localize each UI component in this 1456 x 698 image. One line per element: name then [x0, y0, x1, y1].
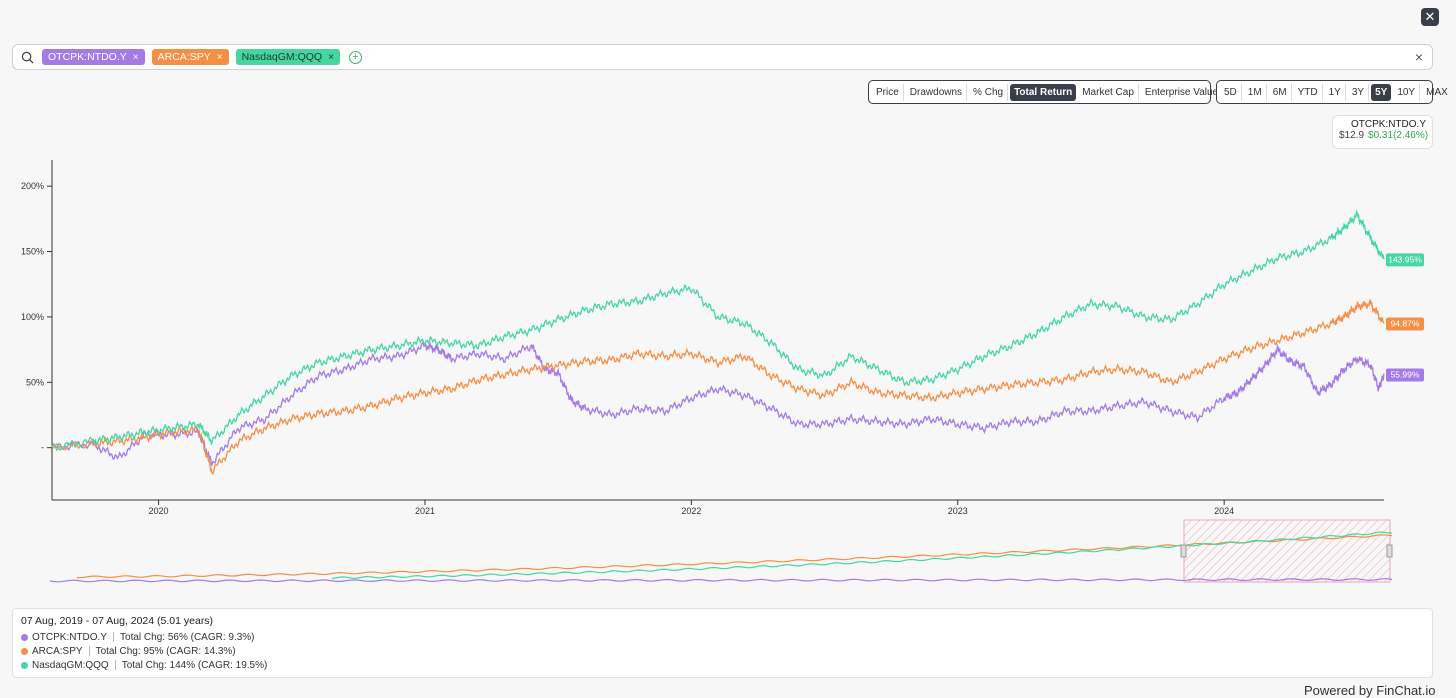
metric-option[interactable]: Total Return: [1010, 83, 1077, 101]
quote-symbol: OTCPK:NTDO.Y: [1350, 119, 1426, 130]
navigator-line-1: [76, 534, 1393, 579]
metric-option[interactable]: Drawdowns: [906, 83, 968, 101]
add-ticker-icon[interactable]: +: [348, 50, 362, 64]
y-tick-label: 50%: [26, 377, 44, 387]
range-option[interactable]: 5D: [1220, 83, 1242, 101]
range-option[interactable]: YTD: [1294, 83, 1323, 101]
navigator-line-2: [331, 531, 1393, 580]
legend-dot-icon: [21, 661, 28, 669]
navigator-handle-left[interactable]: [1180, 544, 1187, 558]
navigator-line-0: [49, 578, 1393, 583]
x-tick-label: 2023: [948, 506, 968, 516]
close-button[interactable]: ✕: [1421, 8, 1439, 26]
y-tick-label: 100%: [21, 312, 44, 322]
quote-box: OTCPK:NTDO.Y $12.9 $0.31(2.46%): [1332, 115, 1433, 149]
series-line-0: [51, 340, 1385, 467]
end-value-label: 143.95%: [1388, 254, 1422, 264]
range-option[interactable]: 10Y: [1393, 83, 1421, 101]
y-tick-label: 200%: [21, 181, 44, 191]
legend-stat: Total Chg: 144% (CAGR: 19.5%): [121, 659, 268, 671]
close-icon: ✕: [1424, 9, 1436, 24]
metric-option[interactable]: Market Cap: [1078, 83, 1139, 101]
series-line-1: [51, 298, 1385, 476]
legend-dot-icon: [21, 633, 28, 641]
legend-stat: Total Chg: 95% (CAGR: 14.3%): [95, 645, 236, 657]
remove-chip-icon[interactable]: ×: [216, 51, 223, 63]
metric-option[interactable]: Enterprise Value: [1144, 86, 1219, 98]
metric-selector: Price Drawdowns% Chg Total Return Market Ca…: [868, 80, 1218, 104]
range-option[interactable]: 1Y: [1325, 83, 1346, 101]
navigator-selection: [1183, 519, 1391, 583]
end-value-label: 94.87%: [1391, 318, 1420, 328]
range-selector: 5D 1M 6M YTD 1Y 3Y 5Y 10Y MAX: [1216, 80, 1448, 104]
range-option[interactable]: 5Y: [1371, 83, 1392, 101]
quote-price: $12.9: [1339, 130, 1365, 141]
ticker-chip-ntdo[interactable]: OTCPK:NTDO.Y ×: [42, 49, 145, 65]
legend-divider: [114, 660, 116, 670]
range-option[interactable]: 1M: [1244, 83, 1267, 101]
end-value-badge: [1386, 317, 1424, 331]
chip-label: NasdaqGM:QQQ: [241, 51, 323, 63]
x-tick-label: 2024: [1214, 506, 1234, 516]
end-value-label: 55.99%: [1391, 369, 1420, 379]
legend-name: NasdaqGM:QQQ: [32, 659, 109, 671]
end-value-badge: [1386, 253, 1424, 267]
legend-name: ARCA:SPY: [32, 645, 83, 657]
ticker-chip-qqq[interactable]: NasdaqGM:QQQ ×: [235, 49, 340, 65]
metric-option[interactable]: Price: [872, 83, 904, 101]
legend-row: ARCA:SPY Total Chg: 95% (CAGR: 14.3%): [21, 644, 1424, 658]
total-return-chart[interactable]: - 50% 100% 150% 200% 2020 2021 2022 2023 2024 55.9…: [0, 150, 1456, 590]
ticker-search-bar[interactable]: OTCPK:NTDO.Y × ARCA:SPY × NasdaqGM:QQQ × + …: [12, 44, 1433, 70]
quote-change: $0.31(2.46%): [1368, 130, 1429, 141]
ticker-chip-spy[interactable]: ARCA:SPY ×: [151, 49, 229, 65]
y-tick-label: -: [41, 443, 44, 453]
legend-dot-icon: [21, 647, 28, 655]
x-tick-label: 2021: [415, 506, 435, 516]
navigator-handle-right[interactable]: [1386, 544, 1393, 558]
legend-divider: [113, 632, 115, 642]
x-tick-label: 2020: [149, 506, 169, 516]
remove-chip-icon[interactable]: ×: [132, 51, 139, 63]
end-value-badge: [1386, 368, 1424, 382]
series-line-2: [51, 209, 1385, 452]
legend-panel: 07 Aug, 2019 - 07 Aug, 2024 (5.01 years)…: [12, 608, 1433, 678]
range-option[interactable]: 3Y: [1348, 83, 1370, 101]
chip-label: OTCPK:NTDO.Y: [48, 51, 127, 63]
legend-stat: Total Chg: 56% (CAGR: 9.3%): [120, 631, 255, 643]
legend-name: OTCPK:NTDO.Y: [32, 631, 108, 643]
remove-chip-icon[interactable]: ×: [328, 51, 334, 63]
clear-search-icon[interactable]: ×: [1414, 49, 1423, 65]
range-option[interactable]: MAX: [1426, 86, 1448, 98]
legend-row: OTCPK:NTDO.Y Total Chg: 56% (CAGR: 9.3%): [21, 630, 1424, 644]
chip-label: ARCA:SPY: [157, 51, 211, 63]
legend-divider: [88, 646, 90, 656]
x-tick-label: 2022: [681, 506, 701, 516]
metric-option[interactable]: % Chg: [969, 83, 1009, 101]
search-icon: [21, 51, 34, 64]
powered-by: Powered by FinChat.io: [1304, 683, 1436, 698]
range-option[interactable]: 6M: [1269, 83, 1292, 101]
legend-row: NasdaqGM:QQQ Total Chg: 144% (CAGR: 19.5%…: [21, 658, 1424, 672]
date-range: 07 Aug, 2019 - 07 Aug, 2024 (5.01 years): [21, 615, 214, 627]
y-tick-label: 150%: [21, 247, 44, 257]
